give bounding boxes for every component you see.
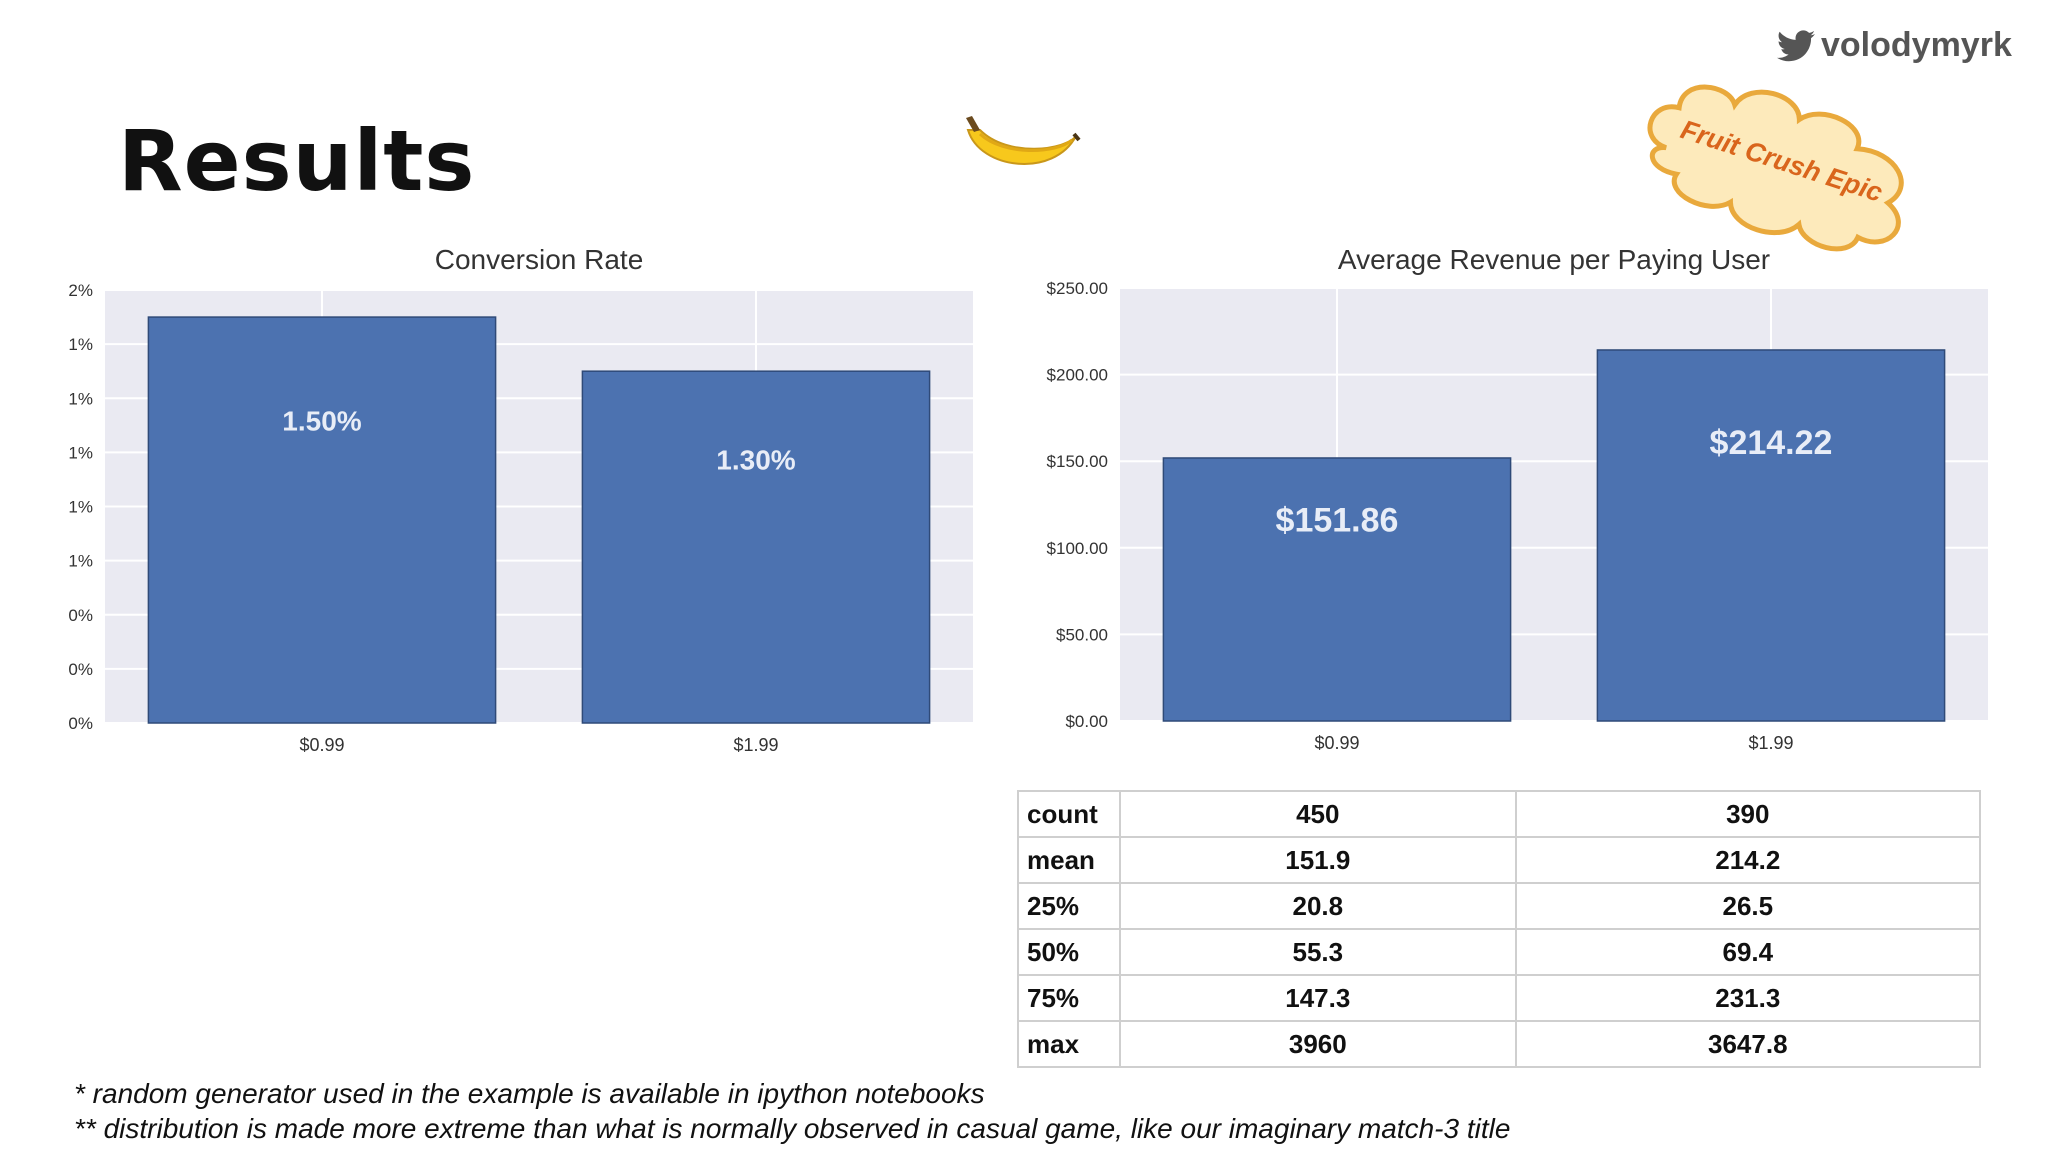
x-tick-label: $1.99 (733, 735, 778, 755)
table-row: 25% 20.8 26.5 (1017, 882, 1982, 930)
footnote-1: * random generator used in the example i… (74, 1078, 985, 1109)
y-tick-label: 2% (68, 281, 93, 300)
table-cell-0.99: 450 (1119, 790, 1517, 838)
bar-value-label: $151.86 (1276, 502, 1399, 540)
y-tick-label: 1% (68, 498, 93, 517)
table-cell-1.99: 3647.8 (1514, 1020, 1982, 1068)
conversion-rate-chart: Conversion Rate 0% 0% 0% 1% 1% 1% 1% 1% 2% 1.50% $0… (68, 244, 973, 755)
twitter-handle[interactable]: volodymyrk (1777, 26, 2012, 65)
table-row: count 450 390 (1017, 790, 1982, 838)
table-cell-0.99: 151.9 (1119, 836, 1517, 884)
table-row: max 3960 3647.8 (1017, 1020, 1982, 1068)
x-tick-label: $0.99 (1314, 733, 1359, 753)
arppu-chart: Average Revenue per Paying User $0.00 $50.… (1047, 244, 1988, 753)
table-row: mean 151.9 214.2 (1017, 836, 1982, 884)
banana-icon (966, 116, 1081, 165)
x-tick-label: $1.99 (1748, 733, 1793, 753)
stats-table: count 450 390 mean 151.9 214.2 25% 20.8 26.5 50% 5… (1017, 790, 1982, 1068)
y-tick-label: $250.00 (1047, 279, 1108, 298)
chart-title: Conversion Rate (435, 244, 644, 275)
table-row-label: 25% (1017, 882, 1121, 930)
table-row-label: mean (1017, 836, 1121, 884)
table-cell-1.99: 214.2 (1514, 836, 1982, 884)
y-tick-label: 1% (68, 552, 93, 571)
table-row-label: 75% (1017, 974, 1121, 1022)
footnote-2: ** distribution is made more extreme tha… (74, 1113, 1511, 1144)
table-cell-0.99: 3960 (1119, 1020, 1517, 1068)
bar-$0.99 (1162, 457, 1512, 722)
table-cell-1.99: 231.3 (1514, 974, 1982, 1022)
bar-$1.99 (1596, 349, 1946, 722)
bar-value-label: 1.30% (716, 445, 795, 476)
y-tick-label: 0% (68, 714, 93, 733)
y-tick-label: $100.00 (1047, 539, 1108, 558)
table-row-label: count (1017, 790, 1121, 838)
y-tick-label: $200.00 (1047, 366, 1108, 385)
table-cell-0.99: 20.8 (1119, 882, 1517, 930)
table-row: 75% 147.3 231.3 (1017, 974, 1982, 1022)
table-cell-1.99: 26.5 (1514, 882, 1982, 930)
bar-$1.99 (581, 370, 931, 724)
y-tick-label: $50.00 (1056, 625, 1108, 644)
table-row-label: max (1017, 1020, 1121, 1068)
table-cell-1.99: 390 (1514, 790, 1982, 838)
bar-$0.99 (147, 316, 497, 724)
bar-value-label: 1.50% (282, 406, 361, 437)
y-tick-label: $150.00 (1047, 452, 1108, 471)
page-title: Results (118, 112, 476, 210)
twitter-bird-icon (1777, 29, 1815, 61)
game-logo-badge: Fruit Crush Epic (1647, 84, 1904, 252)
table-cell-1.99: 69.4 (1514, 928, 1982, 976)
y-tick-label: 0% (68, 606, 93, 625)
table-row: 50% 55.3 69.4 (1017, 928, 1982, 976)
bar-value-label: $214.22 (1710, 424, 1833, 462)
y-tick-label: 1% (68, 335, 93, 354)
table-cell-0.99: 147.3 (1119, 974, 1517, 1022)
chart-title: Average Revenue per Paying User (1338, 244, 1770, 275)
table-cell-0.99: 55.3 (1119, 928, 1517, 976)
y-tick-label: 1% (68, 443, 93, 462)
y-tick-label: 0% (68, 660, 93, 679)
handle-text: volodymyrk (1821, 26, 2012, 64)
x-tick-label: $0.99 (299, 735, 344, 755)
table-row-label: 50% (1017, 928, 1121, 976)
y-tick-label: $0.00 (1065, 712, 1108, 731)
y-tick-label: 1% (68, 389, 93, 408)
